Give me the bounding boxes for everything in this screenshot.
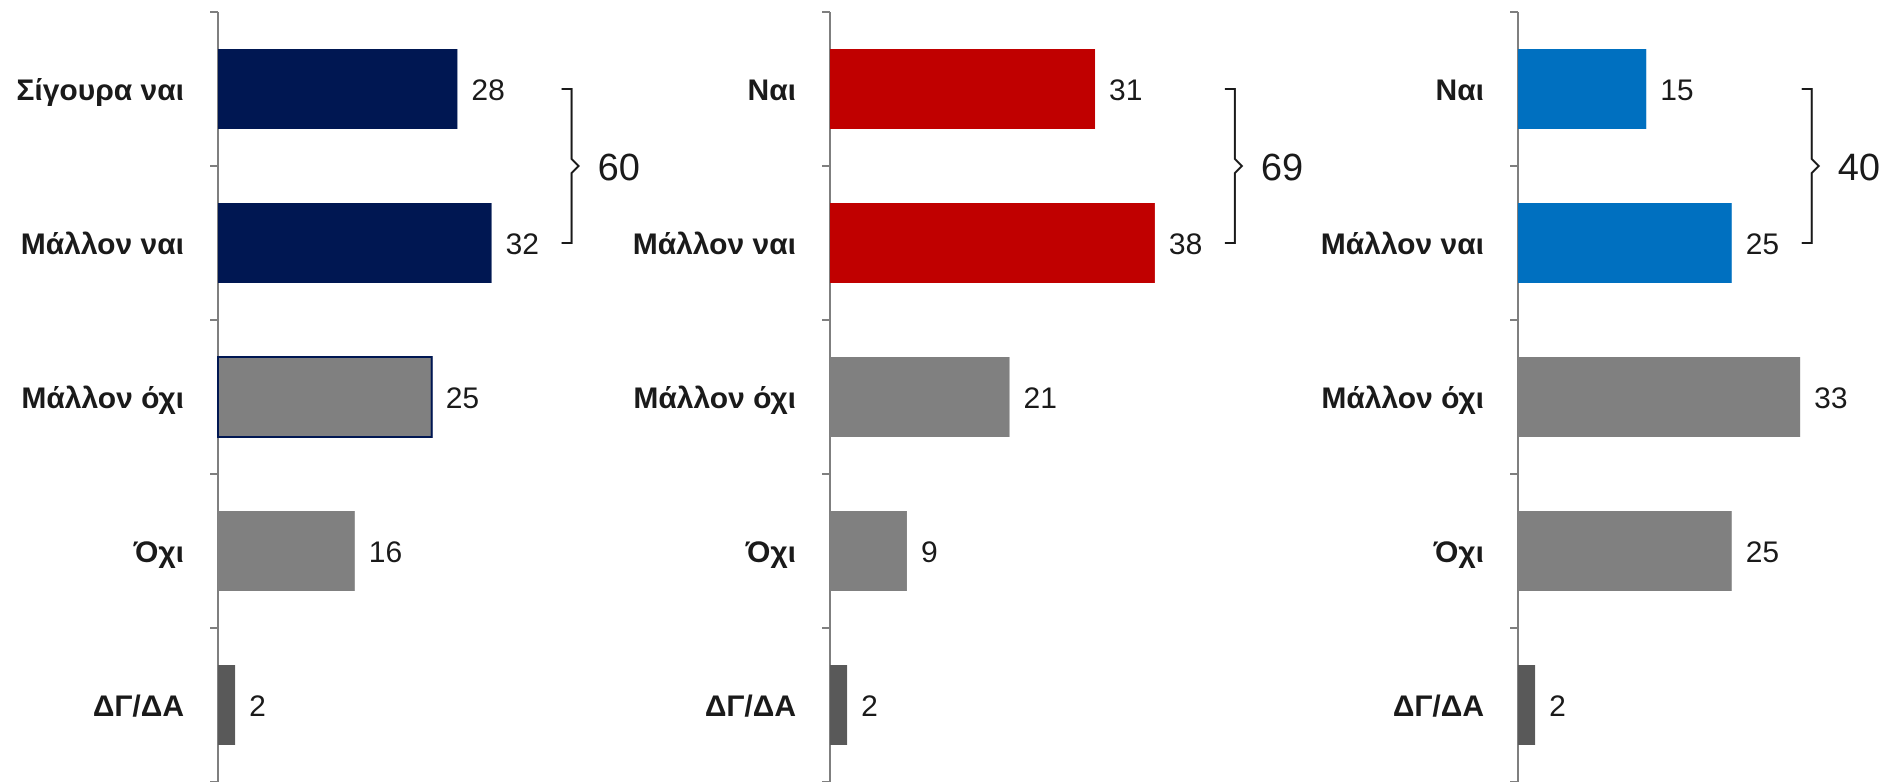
panel2-value-label-1: 31 — [1109, 74, 1142, 107]
panel3-bar-4 — [1518, 511, 1732, 591]
panel2-category-label-2: Μάλλον ναι — [633, 228, 796, 261]
panel3-bar-5 — [1518, 665, 1536, 745]
panel1-category-label-3: Μάλλον όχι — [21, 382, 184, 415]
panel2-bar-3 — [830, 357, 1010, 437]
panel1-bar-1 — [218, 49, 458, 129]
panel3-category-label-4: Όχι — [1433, 536, 1484, 569]
panel1-category-label-1: Σίγουρα ναι — [16, 74, 184, 107]
panel2-value-label-4: 9 — [921, 536, 938, 569]
panel3-category-label-1: Ναι — [1436, 74, 1484, 107]
panel1-bar-5 — [218, 665, 236, 745]
panel1-value-label-1: 28 — [471, 74, 504, 107]
panel2-bar-1 — [830, 49, 1096, 129]
panel3-value-label-4: 25 — [1746, 536, 1779, 569]
panel1-value-label-5: 2 — [249, 690, 266, 723]
panel2-bar-5 — [830, 665, 848, 745]
panel3-value-label-3: 33 — [1814, 382, 1847, 415]
panel3-value-label-2: 25 — [1746, 228, 1779, 261]
panel3-total-label: 40 — [1838, 147, 1880, 189]
panel2-total-bracket — [1224, 88, 1244, 244]
panel1-value-label-3: 25 — [446, 382, 479, 415]
panel3-bar-2 — [1518, 203, 1732, 283]
panel3-value-label-5: 2 — [1549, 690, 1566, 723]
panel2-value-label-5: 2 — [861, 690, 878, 723]
panel1-category-label-2: Μάλλον ναι — [21, 228, 184, 261]
panel2-bar-2 — [830, 203, 1155, 283]
panel1-bar-3 — [217, 356, 433, 438]
panel2-category-label-3: Μάλλον όχι — [633, 382, 796, 415]
panel1-total-bracket — [561, 88, 581, 244]
panel2-category-label-1: Ναι — [748, 74, 796, 107]
panel2-bar-4 — [830, 511, 907, 591]
panel3-category-label-3: Μάλλον όχι — [1321, 382, 1484, 415]
panel3-value-label-1: 15 — [1660, 74, 1693, 107]
panel2-category-label-5: ΔΓ/ΔΑ — [705, 690, 796, 723]
panel2-value-label-2: 38 — [1169, 228, 1202, 261]
panel3-category-label-2: Μάλλον ναι — [1321, 228, 1484, 261]
panel2-value-label-3: 21 — [1024, 382, 1057, 415]
panel1-category-label-5: ΔΓ/ΔΑ — [93, 690, 184, 723]
panel1-category-label-4: Όχι — [133, 536, 184, 569]
panel2-category-label-4: Όχι — [745, 536, 796, 569]
panel1-value-label-2: 32 — [506, 228, 539, 261]
panel1-bar-2 — [218, 203, 492, 283]
panel3-bar-3 — [1518, 357, 1801, 437]
panel1-value-label-4: 16 — [369, 536, 402, 569]
panel2-total-label: 69 — [1261, 147, 1303, 189]
panel1-bar-4 — [218, 511, 355, 591]
panel1-total-label: 60 — [598, 147, 640, 189]
panel3-category-label-5: ΔΓ/ΔΑ — [1393, 690, 1484, 723]
panel3-total-bracket — [1801, 88, 1821, 244]
panel3-bar-1 — [1518, 49, 1647, 129]
